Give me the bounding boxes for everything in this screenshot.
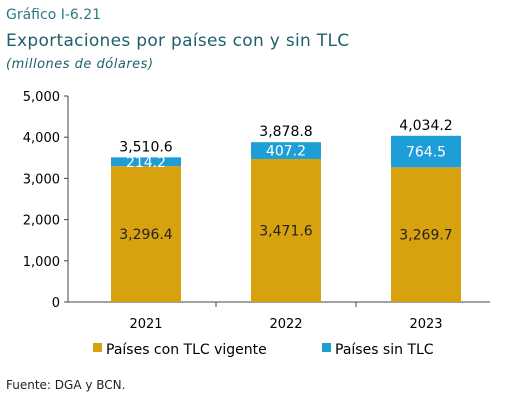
data-label-total: 3,510.6 bbox=[119, 139, 173, 155]
y-tick-label: 0 bbox=[52, 296, 60, 311]
y-tick-label: 5,000 bbox=[23, 90, 60, 105]
data-label-sin-tlc: 214.2 bbox=[126, 155, 166, 171]
data-label-tlc: 3,471.6 bbox=[259, 223, 313, 239]
bar-tlc-2021 bbox=[111, 166, 181, 302]
chart-title: Exportaciones por países con y sin TLC bbox=[6, 31, 350, 51]
data-label-tlc: 3,269.7 bbox=[399, 228, 452, 244]
legend-label-sin-tlc: Países sin TLC bbox=[335, 342, 434, 358]
y-tick-label: 3,000 bbox=[23, 172, 60, 187]
bar-tlc-2023 bbox=[391, 167, 461, 302]
data-label-total: 4,034.2 bbox=[399, 118, 452, 134]
data-label-total: 3,878.8 bbox=[259, 124, 312, 140]
x-tick-label: 2022 bbox=[269, 317, 302, 332]
figure-label: Gráfico I-6.21 bbox=[6, 7, 102, 23]
y-tick-label: 1,000 bbox=[23, 255, 60, 270]
data-label-sin-tlc: 407.2 bbox=[266, 144, 306, 160]
legend-swatch-sin-tlc bbox=[322, 343, 331, 352]
y-tick-label: 2,000 bbox=[23, 214, 60, 229]
bar-sin-tlc-2022 bbox=[251, 142, 321, 159]
bar-sin-tlc-2021 bbox=[111, 157, 181, 167]
bar-sin-tlc-2023 bbox=[391, 135, 461, 168]
chart-subtitle: (millones de dólares) bbox=[6, 57, 154, 72]
bar-tlc-2022 bbox=[251, 158, 321, 302]
data-label-tlc: 3,296.4 bbox=[119, 227, 173, 243]
source-note: Fuente: DGA y BCN. bbox=[6, 378, 126, 392]
x-tick-label: 2021 bbox=[129, 317, 162, 332]
y-tick-label: 4,000 bbox=[23, 131, 60, 146]
x-tick-label: 2023 bbox=[409, 317, 442, 332]
legend-swatch-tlc bbox=[93, 343, 102, 352]
data-label-sin-tlc: 764.5 bbox=[406, 145, 446, 161]
legend-label-tlc: Países con TLC vigente bbox=[106, 342, 267, 358]
